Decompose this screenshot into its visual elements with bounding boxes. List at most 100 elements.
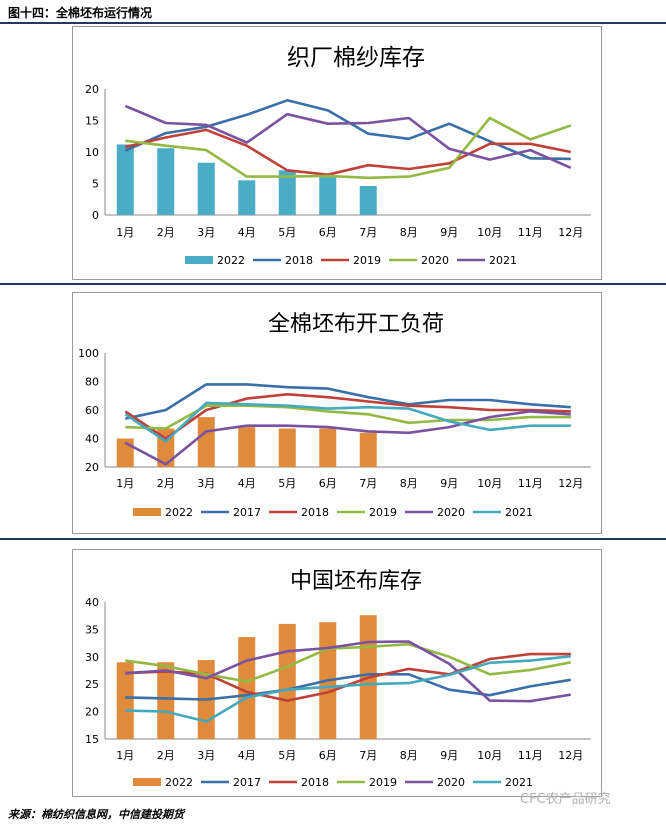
x-tick-label: 12月 [558,749,583,762]
x-tick-label: 7月 [359,226,377,239]
y-tick-label: 40 [85,433,99,446]
y-tick-label: 35 [85,623,99,636]
source-note: 来源：棉纺织信息网，中信建投期货 [8,808,184,821]
chart-title: 全棉坯布开工负荷 [268,312,444,337]
x-tick-label: 9月 [440,477,458,490]
x-tick-label: 2月 [157,226,175,239]
legend-label-2022: 2022 [217,254,245,267]
divider-rule-1 [0,283,666,285]
y-tick-label: 20 [85,83,99,96]
legend-label-2018: 2018 [301,506,329,519]
x-tick-label: 4月 [238,749,256,762]
x-tick-label: 6月 [319,477,337,490]
y-tick-label: 20 [85,461,99,474]
x-tick-label: 12月 [558,226,583,239]
y-tick-label: 0 [92,209,99,222]
x-tick-label: 5月 [278,749,296,762]
bar-2022 [197,162,215,215]
legend-label-2019: 2019 [353,254,381,267]
chart-title: 中国坯布库存 [290,569,422,594]
chart-greige-inventory-svg: 中国坯布库存 15 20 25 30 35 40 1月 2月 3月 4月 5月 6月 7月 8月 9月 10月 1… [85,569,591,789]
y-tick-label: 25 [85,678,99,691]
x-tick-label: 1月 [116,477,134,490]
x-tick-label: 10月 [477,749,502,762]
legend-swatch-2022 [185,256,213,264]
top-rule [0,22,666,24]
x-tick-label: 8月 [400,477,418,490]
x-tick-label: 6月 [319,749,337,762]
x-tick-label: 4月 [238,226,256,239]
y-tick-label: 5 [92,178,99,191]
x-tick-label: 7月 [359,477,377,490]
x-tick-label: 3月 [197,226,215,239]
x-tick-label: 5月 [278,477,296,490]
y-tick-label: 100 [78,347,99,360]
legend-label-2019: 2019 [369,776,397,789]
bar-2022 [359,432,377,467]
x-tick-label: 10月 [477,477,502,490]
legend-label-2022: 2022 [165,776,193,789]
y-tick-label: 40 [85,596,99,609]
bar-2022 [197,417,215,467]
divider-rule-2 [0,538,666,540]
series-line-2019 [125,642,572,683]
x-tick-label: 11月 [518,749,543,762]
legend-swatch-2022 [133,778,161,786]
bar-2022 [278,428,296,467]
legend-label-2017: 2017 [233,776,261,789]
x-tick-label: 11月 [518,226,543,239]
x-tick-label: 3月 [197,477,215,490]
legend-label-2022: 2022 [165,506,193,519]
x-tick-label: 1月 [116,749,134,762]
legend-label-2020: 2020 [421,254,449,267]
legend-label-2020: 2020 [437,776,465,789]
series-line-2020 [125,116,572,180]
series-line-2019 [125,128,572,176]
legend-label-2021: 2021 [505,776,533,789]
bar-2022 [157,662,175,739]
y-tick-label: 80 [85,376,99,389]
x-tick-label: 12月 [558,477,583,490]
x-tick-label: 5月 [278,226,296,239]
legend-swatch-2022 [133,508,161,516]
legend-label-2021: 2021 [489,254,517,267]
series-line-2018 [124,393,571,440]
legend-label-2018: 2018 [301,776,329,789]
legend-label-2020: 2020 [437,506,465,519]
x-tick-label: 3月 [197,749,215,762]
series-line-2018 [124,99,571,161]
bar-2022 [319,177,337,215]
chart-yarn-inventory: 织厂棉纱库存 0 5 10 15 20 1月 2月 3月 4月 5月 6月 7月 8月 9月 10月 11月 12… [72,26,602,280]
chart-greige-inventory: 中国坯布库存 15 20 25 30 35 40 1月 2月 3月 4月 5月 6月 7月 8月 9月 10月 1… [72,549,602,797]
bar-2022 [278,170,296,215]
y-tick-label: 60 [85,404,99,417]
bar-2022 [116,662,134,739]
series-line-2017 [125,383,571,420]
x-tick-label: 8月 [400,226,418,239]
x-tick-label: 4月 [238,477,256,490]
bar-2022 [238,427,256,467]
x-tick-label: 10月 [477,226,502,239]
y-tick-label: 20 [85,706,99,719]
bar-2022 [278,623,296,739]
series-line-2021 [125,655,571,723]
legend-label-2018: 2018 [285,254,313,267]
bar-2022 [116,144,134,215]
y-tick-label: 15 [85,733,99,746]
x-tick-label: 9月 [440,226,458,239]
x-tick-label: 2月 [157,477,175,490]
bar-2022 [319,428,337,467]
x-tick-label: 7月 [359,749,377,762]
chart-yarn-inventory-svg: 织厂棉纱库存 0 5 10 15 20 1月 2月 3月 4月 5月 6月 7月 8月 9月 10月 11月 12… [85,45,591,267]
chart-operating-rate-svg: 全棉坯布开工负荷 20 40 60 80 100 1月 2月 3月 4月 5月 6月 7月 8月 9月 10月… [78,312,591,519]
y-tick-label: 15 [85,115,99,128]
series-line-2017 [125,673,572,701]
x-tick-label: 6月 [319,226,337,239]
bar-2022 [116,438,134,467]
legend-label-2019: 2019 [369,506,397,519]
figure-title: 图十四：全棉坯布运行情况 [8,6,153,20]
y-tick-label: 30 [85,651,99,664]
series-line-2020 [124,410,571,466]
x-tick-label: 8月 [400,749,418,762]
series-line-2020 [125,640,572,703]
